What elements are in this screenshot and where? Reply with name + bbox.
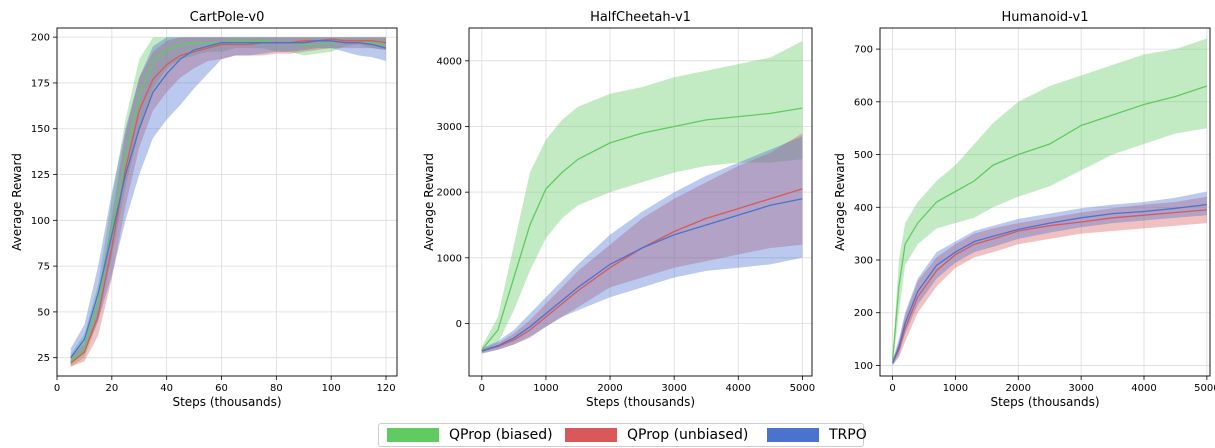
y-tick-label: 500 [854, 150, 873, 161]
legend-item-trpo: TRPO [767, 427, 867, 443]
chart-title: CartPole-v0 [190, 10, 265, 25]
x-tick-label: 1000 [533, 383, 558, 394]
y-tick-label: 25 [37, 353, 50, 364]
line-qprop-biased [70, 40, 387, 362]
line-qprop-unbiased [481, 188, 803, 352]
x-axis-label: Steps (thousands) [990, 395, 1099, 409]
band-qprop-biased [892, 38, 1207, 366]
y-tick-label: 2000 [437, 188, 462, 199]
x-tick-label: 3000 [1068, 383, 1093, 394]
y-tick-label: 150 [31, 124, 50, 135]
line-qprop-biased [481, 107, 803, 351]
line-qprop-unbiased [892, 209, 1207, 364]
x-tick-label: 4000 [1131, 383, 1156, 394]
y-tick-label: 175 [31, 78, 50, 89]
chart-title: HalfCheetah-v1 [590, 10, 691, 25]
plot-frame [56, 27, 398, 377]
y-tick-label: 1000 [437, 253, 462, 264]
band-qprop-biased [481, 41, 803, 353]
band-trpo [892, 191, 1207, 366]
x-tick-label: 60 [215, 383, 228, 394]
legend-label-trpo: TRPO [829, 427, 867, 443]
x-tick-label: 5000 [1194, 383, 1215, 394]
legend-label-qprop-biased: QProp (biased) [449, 427, 553, 443]
plot-frame [468, 27, 813, 377]
x-tick-label: 120 [376, 383, 395, 394]
chart-cartpole-v0: 0 20 40 60 80 100 120 25 50 75 100 125 150 175 200 Cart… [10, 10, 398, 409]
line-qprop-biased [891, 85, 1208, 361]
legend: QProp (biased) QProp (unbiased) TRPO [378, 423, 867, 447]
chart-title: Humanoid-v1 [1001, 10, 1088, 25]
y-tick-label: 100 [31, 216, 50, 227]
y-tick-label: 400 [854, 203, 873, 214]
x-tick-label: 5000 [790, 383, 815, 394]
chart-halfcheetah-v1: 0 1000 2000 3000 4000 5000 0 1000 2000 3000 4000 Ha… [422, 10, 815, 409]
line-trpo [481, 198, 803, 352]
x-tick-label: 0 [889, 383, 895, 394]
y-tick-label: 700 [854, 45, 873, 56]
legend-item-qprop-unbiased: QProp (unbiased) [565, 427, 748, 443]
legend-swatch-trpo [767, 428, 819, 442]
y-tick-label: 200 [854, 308, 873, 319]
x-tick-label: 1000 [943, 383, 968, 394]
legend-swatch-qprop-unbiased [565, 428, 617, 442]
y-tick-label: 600 [854, 97, 873, 108]
x-tick-label: 0 [479, 383, 485, 394]
band-qprop-unbiased [481, 133, 803, 353]
x-tick-label: 20 [105, 383, 118, 394]
band-trpo [70, 37, 386, 364]
y-axis-label: Average Reward [833, 153, 847, 251]
y-tick-label: 50 [37, 307, 50, 318]
x-axis-label: Steps (thousands) [586, 395, 695, 409]
chart-humanoid-v1: 0 1000 2000 3000 4000 5000 100 200 300 400 500 600 7… [833, 10, 1215, 409]
band-qprop-unbiased [892, 196, 1207, 366]
band-qprop-unbiased [70, 37, 386, 367]
line-trpo [891, 203, 1207, 364]
y-tick-label: 4000 [437, 56, 462, 67]
legend-swatch-qprop-biased [387, 428, 439, 442]
y-tick-label: 0 [456, 319, 462, 330]
y-tick-label: 75 [37, 262, 50, 273]
x-tick-label: 3000 [661, 383, 686, 394]
line-trpo [70, 40, 387, 359]
x-tick-label: 4000 [726, 383, 751, 394]
x-tick-label: 0 [54, 383, 60, 394]
y-tick-label: 200 [31, 33, 50, 44]
y-tick-label: 100 [854, 361, 873, 372]
x-tick-label: 40 [160, 383, 173, 394]
plot-frame [879, 27, 1211, 377]
x-tick-label: 2000 [597, 383, 622, 394]
y-tick-label: 3000 [437, 122, 462, 133]
band-trpo [481, 136, 803, 354]
y-tick-label: 125 [31, 170, 50, 181]
y-axis-label: Average Reward [422, 153, 436, 251]
x-tick-label: 100 [322, 383, 341, 394]
legend-item-qprop-biased: QProp (biased) [387, 427, 553, 443]
legend-label-qprop-unbiased: QProp (unbiased) [627, 427, 749, 443]
y-tick-label: 300 [854, 256, 873, 267]
x-tick-label: 80 [270, 383, 283, 394]
y-axis-label: Average Reward [10, 153, 24, 251]
x-tick-label: 2000 [1006, 383, 1031, 394]
x-axis-label: Steps (thousands) [172, 395, 281, 409]
